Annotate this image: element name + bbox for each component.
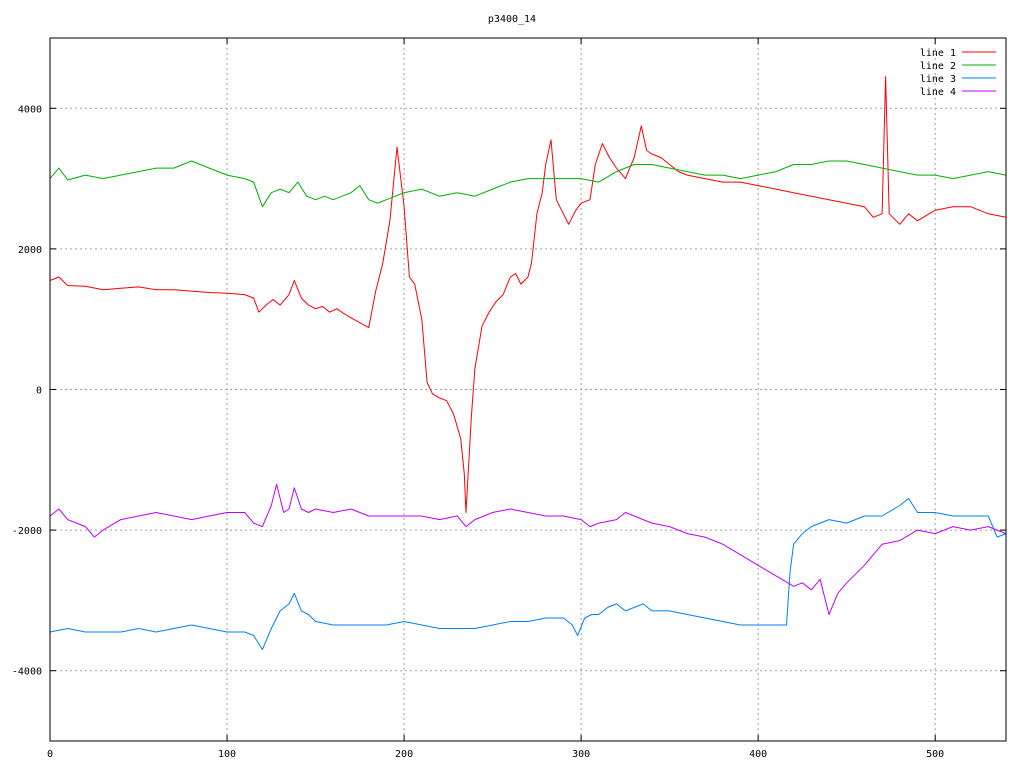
y-tick-label: 0 bbox=[36, 386, 42, 397]
series-line-3 bbox=[49, 498, 1007, 651]
series-line-2 bbox=[49, 160, 1007, 208]
legend-label: line 3 bbox=[920, 74, 956, 85]
x-tick-label: 100 bbox=[218, 749, 236, 760]
grid-lines bbox=[50, 38, 1006, 741]
legend-label: line 1 bbox=[920, 48, 956, 59]
x-tick-label: 0 bbox=[47, 749, 53, 760]
plot-frame bbox=[49, 37, 1007, 742]
legend-label: line 4 bbox=[920, 87, 956, 98]
x-tick-label: 200 bbox=[395, 749, 413, 760]
x-tick-label: 300 bbox=[572, 749, 590, 760]
x-tick-label: 500 bbox=[926, 749, 944, 760]
series-line-1 bbox=[49, 76, 1007, 513]
chart-title: p3400_14 bbox=[488, 14, 536, 25]
y-tick-label: 4000 bbox=[18, 104, 42, 115]
y-tick-label: -4000 bbox=[12, 667, 42, 678]
series-line-4 bbox=[49, 483, 1007, 615]
legend-label: line 2 bbox=[920, 61, 956, 72]
legend: line 1 line 2 line 3 line 4 bbox=[920, 48, 996, 98]
series-group bbox=[49, 76, 1007, 651]
y-axis: -4000 -2000 0 2000 4000 bbox=[12, 104, 1006, 678]
x-axis: 0 100 200 300 400 500 bbox=[47, 38, 944, 760]
y-tick-label: -2000 bbox=[12, 526, 42, 537]
x-tick-label: 400 bbox=[749, 749, 767, 760]
y-tick-label: 2000 bbox=[18, 245, 42, 256]
